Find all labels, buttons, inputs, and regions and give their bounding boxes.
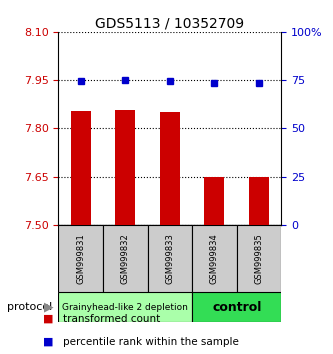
Bar <box>249 177 269 225</box>
Text: ■: ■ <box>43 314 54 324</box>
Text: Grainyhead-like 2 depletion: Grainyhead-like 2 depletion <box>62 303 188 312</box>
Bar <box>71 111 91 225</box>
Text: protocol: protocol <box>7 302 52 312</box>
Bar <box>192 225 237 292</box>
Text: GSM999833: GSM999833 <box>165 233 174 284</box>
Title: GDS5113 / 10352709: GDS5113 / 10352709 <box>95 17 244 31</box>
Bar <box>148 225 192 292</box>
Bar <box>204 177 224 225</box>
Bar <box>160 112 180 225</box>
Bar <box>237 225 281 292</box>
Bar <box>58 292 192 322</box>
Text: ■: ■ <box>43 337 54 347</box>
Bar <box>103 225 148 292</box>
Text: control: control <box>212 301 261 314</box>
Text: GSM999831: GSM999831 <box>76 233 85 284</box>
Text: GSM999832: GSM999832 <box>121 233 130 284</box>
Bar <box>115 110 135 225</box>
Text: GSM999834: GSM999834 <box>210 233 219 284</box>
Text: percentile rank within the sample: percentile rank within the sample <box>63 337 239 347</box>
Text: transformed count: transformed count <box>63 314 161 324</box>
Text: ▶: ▶ <box>44 301 53 314</box>
Text: GSM999835: GSM999835 <box>254 233 264 284</box>
Bar <box>58 225 103 292</box>
Bar <box>192 292 281 322</box>
